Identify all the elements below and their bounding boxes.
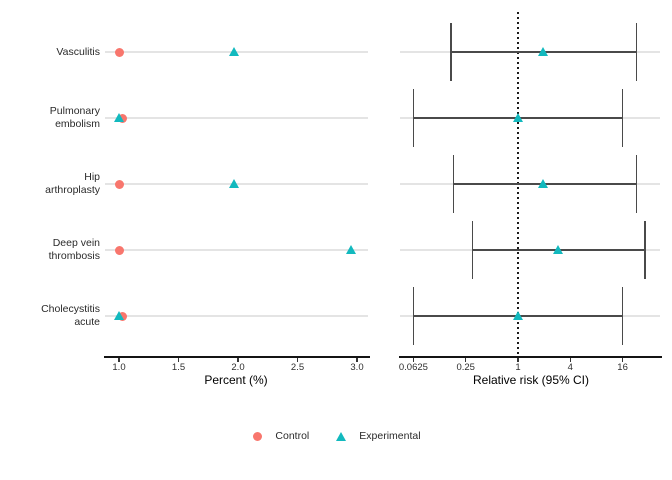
control-point-marker [114,245,124,255]
gridline-percent [105,315,368,317]
experimental-point-marker [512,310,523,320]
x-tick-label: 1.0 [112,362,126,373]
x-tick-label: 2.5 [290,362,305,373]
x-tick [118,358,120,362]
ci-cap-lower [471,221,474,279]
legend-item-experimental: Experimental [335,430,421,442]
ci-cap-lower [452,155,455,213]
ci-cap-upper [635,23,638,81]
ci-cap-upper [621,89,624,147]
ci-cap-lower [412,89,415,147]
category-label: Cholecystitis acute [41,303,100,328]
x-tick [296,358,299,362]
experimental-point-marker [512,112,523,122]
ci-cap-upper [621,287,624,345]
control-point-marker [114,179,124,189]
gridline-percent [105,117,368,119]
experimental-point-marker [228,178,239,188]
category-label: Pulmonary embolism [49,105,100,130]
x-axis-title-relative-risk: Relative risk (95% CI) [472,373,590,387]
experimental-point-marker [537,46,548,56]
x-tick [517,358,519,362]
x-tick [412,358,415,362]
experimental-point-marker [113,310,124,320]
x-tick [464,358,467,362]
x-tick-label: 16 [617,362,628,373]
x-tick-label: 0.25 [456,362,475,373]
experimental-point-marker [537,178,548,188]
experimental-point-marker [113,112,124,122]
legend-item-control: Control [251,430,309,442]
x-tick-label: 4 [567,362,573,373]
category-label: Deep vein thrombosis [48,237,100,262]
x-tick [177,358,180,362]
x-axis-title-percent: Percent (%) [204,373,268,387]
gridline-percent [105,249,368,251]
experimental-triangle-icon [335,430,347,442]
experimental-point-marker [345,244,356,254]
x-tick [569,358,572,362]
control-point-marker [114,47,124,57]
ci-cap-lower [412,287,415,345]
x-tick [356,358,358,362]
x-axis-line [399,356,662,358]
x-tick [621,358,624,362]
x-tick [237,358,239,362]
experimental-point-marker [228,46,239,56]
legend-label-experimental: Experimental [359,430,421,442]
ci-cap-lower [450,23,452,81]
experimental-point-marker [553,244,564,254]
control-circle-icon [251,430,263,442]
legend-label-control: Control [275,430,310,442]
category-label: Hip arthroplasty [45,171,100,196]
x-tick-label: 0.0625 [398,362,428,373]
x-tick-label: 3.0 [350,362,364,373]
x-tick-label: 2.0 [231,362,245,373]
x-tick-label: 1 [515,362,521,373]
x-axis-line [104,356,370,358]
ci-cap-upper [635,155,638,213]
x-tick-label: 1.5 [171,362,186,373]
category-label: Vasculitis [56,45,100,58]
ci-cap-upper [644,221,646,279]
legend: Control Experimental [0,428,672,444]
